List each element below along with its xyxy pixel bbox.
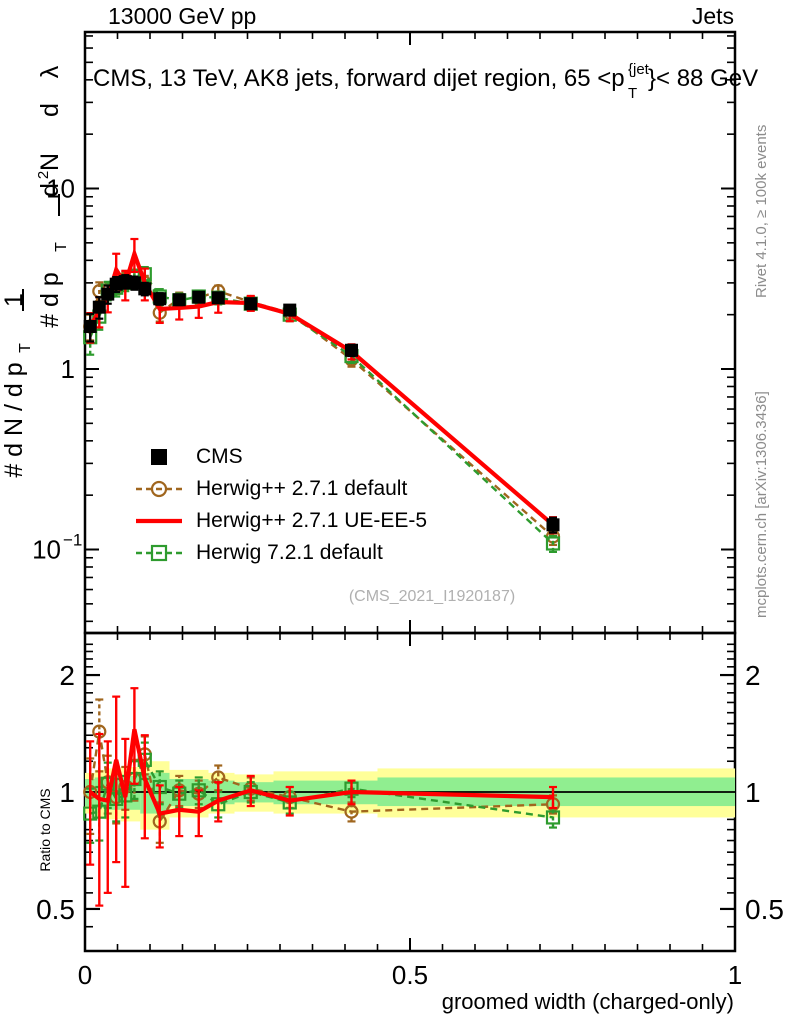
data-marker: [546, 518, 560, 532]
side-label-bottom: mcplots.cern.ch [arXiv:1306.3436]: [753, 391, 770, 618]
ylabel-num-a: d: [36, 183, 64, 197]
data-marker: [150, 480, 168, 498]
data-marker: [92, 300, 106, 314]
data-marker: [151, 449, 167, 465]
y-tick-label: 10: [46, 174, 75, 204]
legend-item: Herwig 7.2.1 default: [136, 541, 383, 564]
data-marker: [172, 293, 186, 307]
ylabel-den-b: d: [36, 103, 64, 117]
data-marker: [101, 287, 115, 301]
legend-label: CMS: [196, 445, 243, 468]
data-marker: [545, 810, 561, 825]
plot-title: CMS, 13 TeV, AK8 jets, forward dijet reg…: [93, 61, 758, 102]
ylabel-left-den-sub: T: [17, 343, 34, 353]
y-tick-label: 10: [32, 535, 61, 565]
legend-label: Herwig 7.2.1 default: [196, 541, 383, 564]
watermark: (CMS_2021_I1920187): [349, 588, 515, 605]
x-tick-label: 0.5: [392, 960, 428, 990]
data-marker: [344, 804, 359, 819]
x-tick-label: 0: [78, 960, 92, 990]
data-marker: [150, 544, 168, 562]
data-marker: [138, 282, 152, 296]
svg-text:mcplots.cern.ch [arXiv:1306.34: mcplots.cern.ch [arXiv:1306.3436]: [753, 391, 770, 618]
svg-text:Rivet 4.1.0, ≥ 100k events: Rivet 4.1.0, ≥ 100k events: [753, 125, 770, 298]
ylabel-den-sub: T: [53, 242, 70, 252]
side-label-top: Rivet 4.1.0, ≥ 100k events: [753, 125, 770, 298]
data-marker: [345, 343, 358, 357]
y-axis-label: 1 # d N / d p T d 2 N # d p T d λ: [0, 65, 70, 477]
ylabel-den: # d p: [36, 272, 64, 328]
ylabel-left-den: # d N / d p: [0, 362, 28, 477]
ylabel-num-b: N: [36, 153, 64, 171]
plot-title-main: CMS, 13 TeV, AK8 jets, forward dijet reg…: [93, 65, 625, 92]
legend-label: Herwig++ 2.7.1 UE-EE-5: [196, 509, 427, 532]
ratio-y-tick-label-right: 2: [745, 660, 761, 691]
x-axis-label: groomed width (charged-only): [442, 989, 734, 1014]
header-right: Jets: [692, 3, 734, 29]
ratio-y-tick-label-right: 1: [745, 777, 761, 808]
data-marker: [283, 303, 297, 317]
main-plot-frame: [83, 30, 737, 635]
plot-title-tail: }< 88 GeV: [648, 65, 758, 92]
ratio-y-label: Ratio to CMS: [37, 788, 53, 871]
ratio-y-tick-label: 0.5: [36, 894, 75, 925]
y-tick-label: 1: [61, 354, 75, 384]
data-marker: [83, 319, 97, 333]
legend-label: Herwig++ 2.7.1 default: [196, 477, 407, 500]
x-tick-label: 1: [728, 960, 742, 990]
data-marker: [153, 292, 167, 306]
ylabel-lambda: λ: [36, 65, 64, 78]
ratio-y-tick-label-right: 0.5: [745, 894, 784, 925]
plot-title-sub: T: [628, 85, 637, 102]
header-left: 13000 GeV pp: [108, 3, 256, 29]
data-marker: [192, 290, 206, 304]
ratio-y-tick-label: 2: [59, 660, 75, 691]
data-marker: [244, 297, 258, 311]
ratio-panel: 0 0.5 1 2 2 1 1 0.5 0.5: [36, 631, 784, 990]
ylabel-num-sup: 2: [35, 171, 52, 179]
ratio-y-tick-label: 1: [59, 777, 75, 808]
legend-item: CMS: [151, 445, 243, 468]
legend-item: Herwig++ 2.7.1 UE-EE-5: [136, 509, 427, 532]
data-marker: [211, 291, 225, 305]
legend: CMS Herwig++ 2.7.1 default Herwig++ 2.7.1 …: [136, 445, 427, 564]
legend-item: Herwig++ 2.7.1 default: [136, 477, 407, 500]
y-tick-label-exponent: −1: [63, 531, 82, 550]
ylabel-left-num: 1: [0, 293, 28, 307]
plot-title-sup: {jet: [628, 61, 650, 78]
data-marker: [545, 536, 561, 551]
data-marker: [127, 276, 141, 290]
